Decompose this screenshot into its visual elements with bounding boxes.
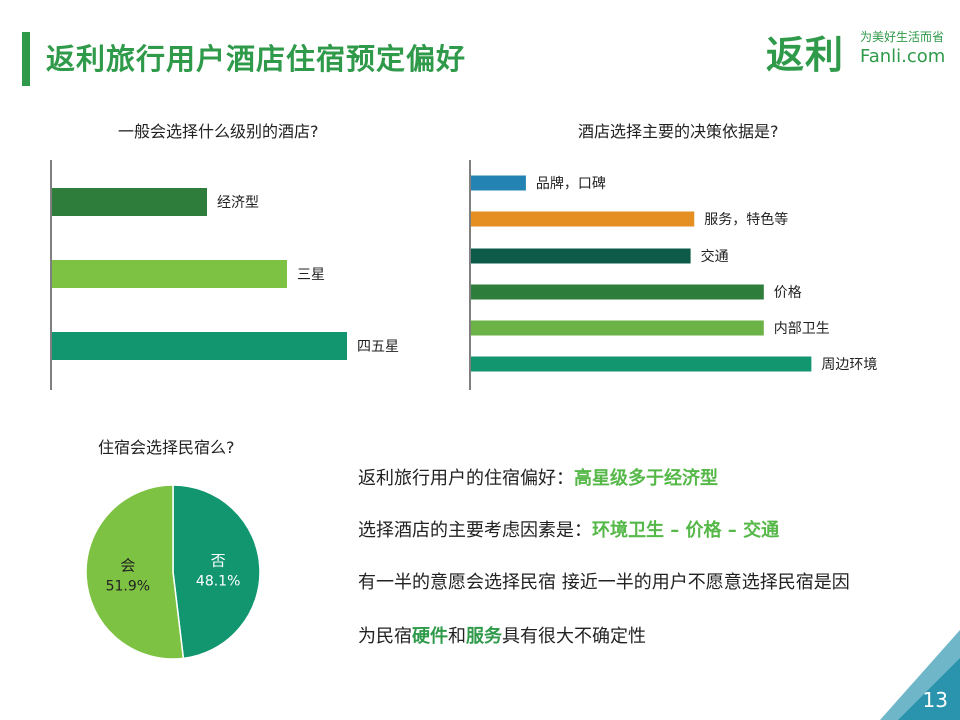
pie-value-0: 51.9% <box>106 579 150 595</box>
chart2-bar-0 <box>471 175 526 191</box>
chart2-label-4: 内部卫生 <box>774 321 830 337</box>
page-number: 13 <box>922 688 948 712</box>
pie-label-1: 否 <box>211 551 226 569</box>
logo-sub-text: Fanli.com <box>860 46 946 67</box>
insight-2-highlight: 环境卫生 – 价格 – 交通 <box>592 520 780 541</box>
title-accent-bar <box>22 32 30 86</box>
chart2-label-0: 品牌，口碑 <box>536 175 606 192</box>
insight-4-highlight-2: 服务 <box>466 626 502 647</box>
page-title: 返利旅行用户酒店住宿预定偏好 <box>46 42 467 76</box>
corner-dark-shape <box>898 658 960 720</box>
chart1-label-0: 经济型 <box>217 195 259 211</box>
insight-line-2: 选择酒店的主要考虑因素是：环境卫生 – 价格 – 交通 <box>358 516 779 542</box>
chart2-label-5: 周边环境 <box>821 357 877 373</box>
fanli-logo: 返利 为美好生活而省 Fanli.com <box>766 24 946 80</box>
insight-2-text: 选择酒店的主要考虑因素是： <box>358 520 592 541</box>
insight-line-1: 返利旅行用户的住宿偏好：高星级多于经济型 <box>358 464 718 490</box>
chart3-title: 住宿会选择民宿么? <box>98 438 235 457</box>
chart2-bar-4 <box>471 320 764 336</box>
insight-4-text-a: 为民宿 <box>358 626 412 647</box>
chart2-label-2: 交通 <box>701 248 729 265</box>
pie-slice-1 <box>172 484 261 660</box>
chart2-bar-1 <box>471 211 695 227</box>
insight-line-3: 有一半的意愿会选择民宿 接近一半的用户不愿意选择民宿是因 <box>358 568 850 594</box>
chart2-label-3: 价格 <box>774 285 802 301</box>
chart2-bar-5 <box>471 356 812 372</box>
chart2-title: 酒店选择主要的决策依据是? <box>578 122 779 141</box>
pie-slice-0 <box>85 484 185 660</box>
insight-4-text-c: 具有很大不确定性 <box>502 626 646 647</box>
chart2-bar-3 <box>471 284 764 300</box>
chart1-bar-2 <box>52 332 347 360</box>
chart1-label-1: 三星 <box>297 267 325 283</box>
insight-3-text: 有一半的意愿会选择民宿 接近一半的用户不愿意选择民宿是因 <box>358 572 850 593</box>
insight-1-text: 返利旅行用户的住宿偏好： <box>358 468 574 489</box>
chart1-label-2: 四五星 <box>357 339 399 355</box>
chart1-bar-1 <box>52 260 287 288</box>
chart1-bar-0 <box>52 188 207 216</box>
chart1-title: 一般会选择什么级别的酒店? <box>118 122 319 141</box>
insight-1-highlight: 高星级多于经济型 <box>574 468 718 489</box>
insight-4-highlight-1: 硬件 <box>412 626 448 647</box>
chart2-label-1: 服务，特色等 <box>704 211 788 228</box>
logo-slogan: 为美好生活而省 <box>860 30 945 44</box>
insight-line-4: 为民宿硬件和服务具有很大不确定性 <box>358 622 646 648</box>
corner-decoration <box>880 630 960 720</box>
chart2-bar-2 <box>471 248 691 264</box>
pie-value-1: 48.1% <box>196 573 240 589</box>
insight-4-text-b: 和 <box>448 626 466 647</box>
logo-main-text: 返利 <box>766 33 845 77</box>
pie-label-0: 会 <box>120 557 135 575</box>
